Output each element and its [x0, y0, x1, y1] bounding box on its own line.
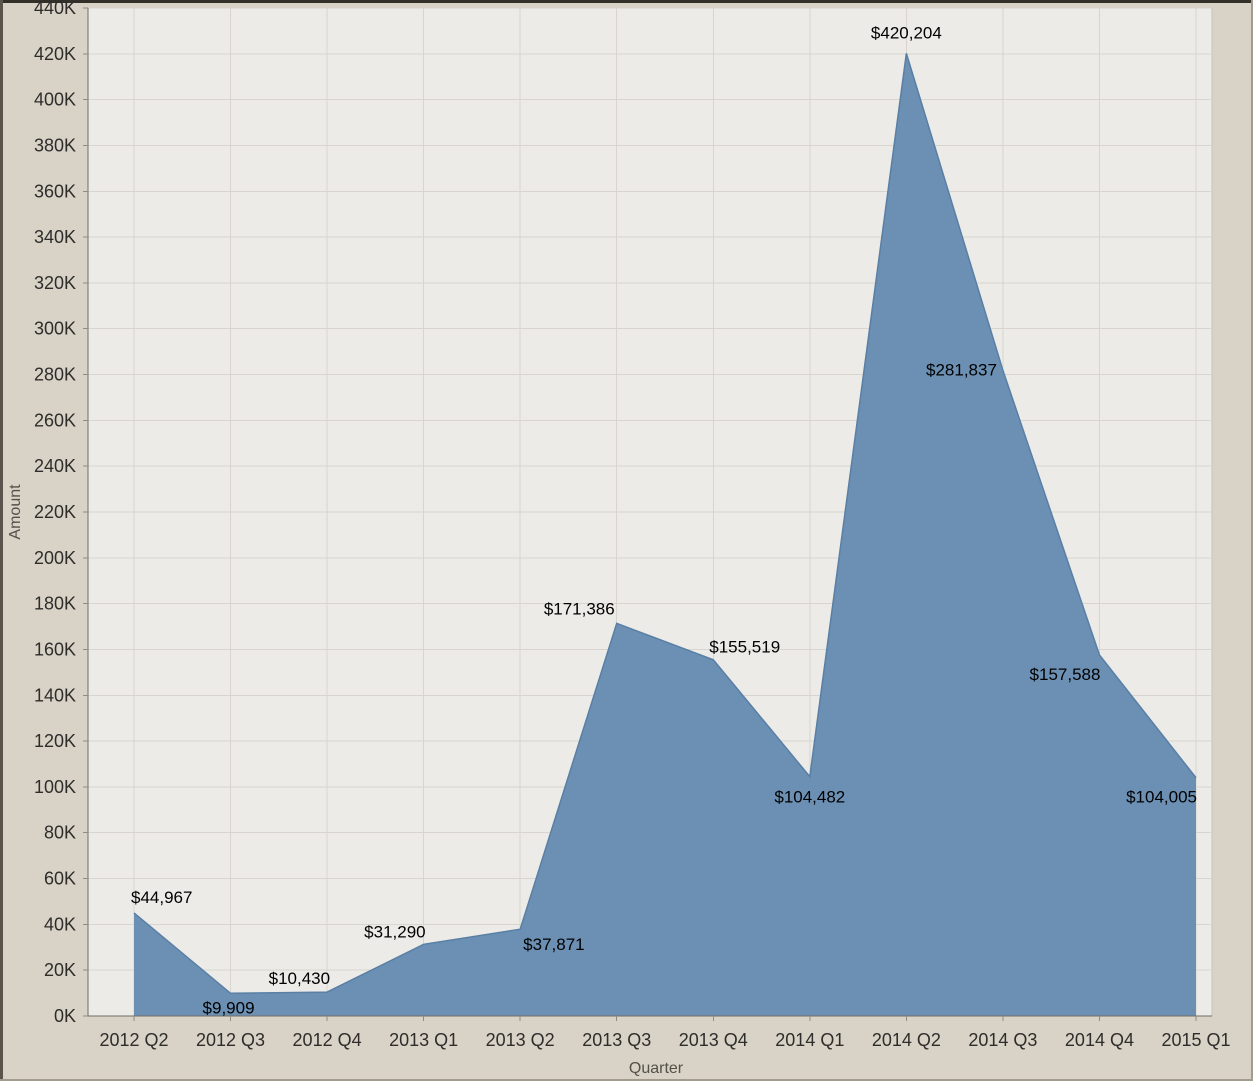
y-tick-label: 260K	[34, 410, 76, 430]
y-tick-label: 0K	[54, 1006, 76, 1026]
x-tick-label: 2013 Q1	[389, 1030, 458, 1050]
y-tick-label: 220K	[34, 502, 76, 522]
y-tick-label: 280K	[34, 365, 76, 385]
x-tick-label: 2012 Q3	[196, 1030, 265, 1050]
tick-labels-layer: 0K 20K 40K 60K 80K 100K 120K 140K 160K 180K 200K 22…	[34, 0, 1231, 1050]
data-point-label: $281,837	[926, 360, 997, 379]
y-tick-label: 180K	[34, 594, 76, 614]
y-tick-label: 160K	[34, 639, 76, 659]
data-point-label: $104,005	[1126, 788, 1197, 807]
area-series-outline	[133, 53, 1197, 995]
window-edge-right	[1251, 0, 1253, 1081]
x-tick-label: 2014 Q3	[968, 1030, 1037, 1050]
data-labels-layer: $44,967 $9,909 $10,430 $31,290 $37,871 $171,3…	[131, 23, 1197, 1017]
x-tick-label: 2014 Q4	[1065, 1030, 1134, 1050]
y-tick-label: 380K	[34, 135, 76, 155]
x-tick-label: 2013 Q3	[582, 1030, 651, 1050]
data-point-label: $9,909	[203, 998, 255, 1017]
data-point-label: $420,204	[871, 23, 942, 42]
axes-layer	[83, 7, 1212, 1021]
y-tick-label: 140K	[34, 685, 76, 705]
data-point-label: $104,482	[774, 788, 845, 807]
y-tick-label: 80K	[44, 823, 76, 843]
data-point-label: $171,386	[544, 599, 615, 618]
data-point-label: $155,519	[709, 638, 780, 657]
x-tick-label: 2014 Q2	[872, 1030, 941, 1050]
x-axis-title: Quarter	[629, 1060, 684, 1077]
y-tick-label: 420K	[34, 44, 76, 64]
y-tick-label: 40K	[44, 914, 76, 934]
window-edge-left	[0, 0, 3, 1081]
y-tick-label: 300K	[34, 319, 76, 339]
x-tick-label: 2013 Q2	[486, 1030, 555, 1050]
y-tick-label: 200K	[34, 548, 76, 568]
y-tick-label: 240K	[34, 456, 76, 476]
y-tick-label: 340K	[34, 227, 76, 247]
window-edge-top	[0, 0, 1253, 3]
y-tick-label: 120K	[34, 731, 76, 751]
data-point-label: $157,588	[1030, 665, 1101, 684]
area-series-layer	[133, 53, 1197, 1017]
y-axis-title: Amount	[7, 484, 24, 540]
window-edge-bottom	[0, 1079, 1253, 1081]
y-tick-label: 20K	[44, 960, 76, 980]
y-tick-label: 320K	[34, 273, 76, 293]
data-point-label: $10,430	[269, 969, 330, 988]
y-tick-label: 100K	[34, 777, 76, 797]
data-point-label: $37,871	[523, 935, 584, 954]
area-series-mark[interactable]	[134, 53, 1196, 1017]
x-tick-label: 2013 Q4	[679, 1030, 748, 1050]
y-tick-label: 360K	[34, 181, 76, 201]
y-tick-label: 400K	[34, 90, 76, 110]
y-tick-label: 60K	[44, 869, 76, 889]
data-point-label: $44,967	[131, 888, 192, 907]
y-tick-label: 440K	[34, 0, 76, 18]
x-tick-label: 2014 Q1	[775, 1030, 844, 1050]
data-point-label: $31,290	[364, 922, 425, 941]
x-tick-label: 2012 Q2	[99, 1030, 168, 1050]
x-tick-label: 2012 Q4	[293, 1030, 362, 1050]
x-tick-label: 2015 Q1	[1161, 1030, 1230, 1050]
